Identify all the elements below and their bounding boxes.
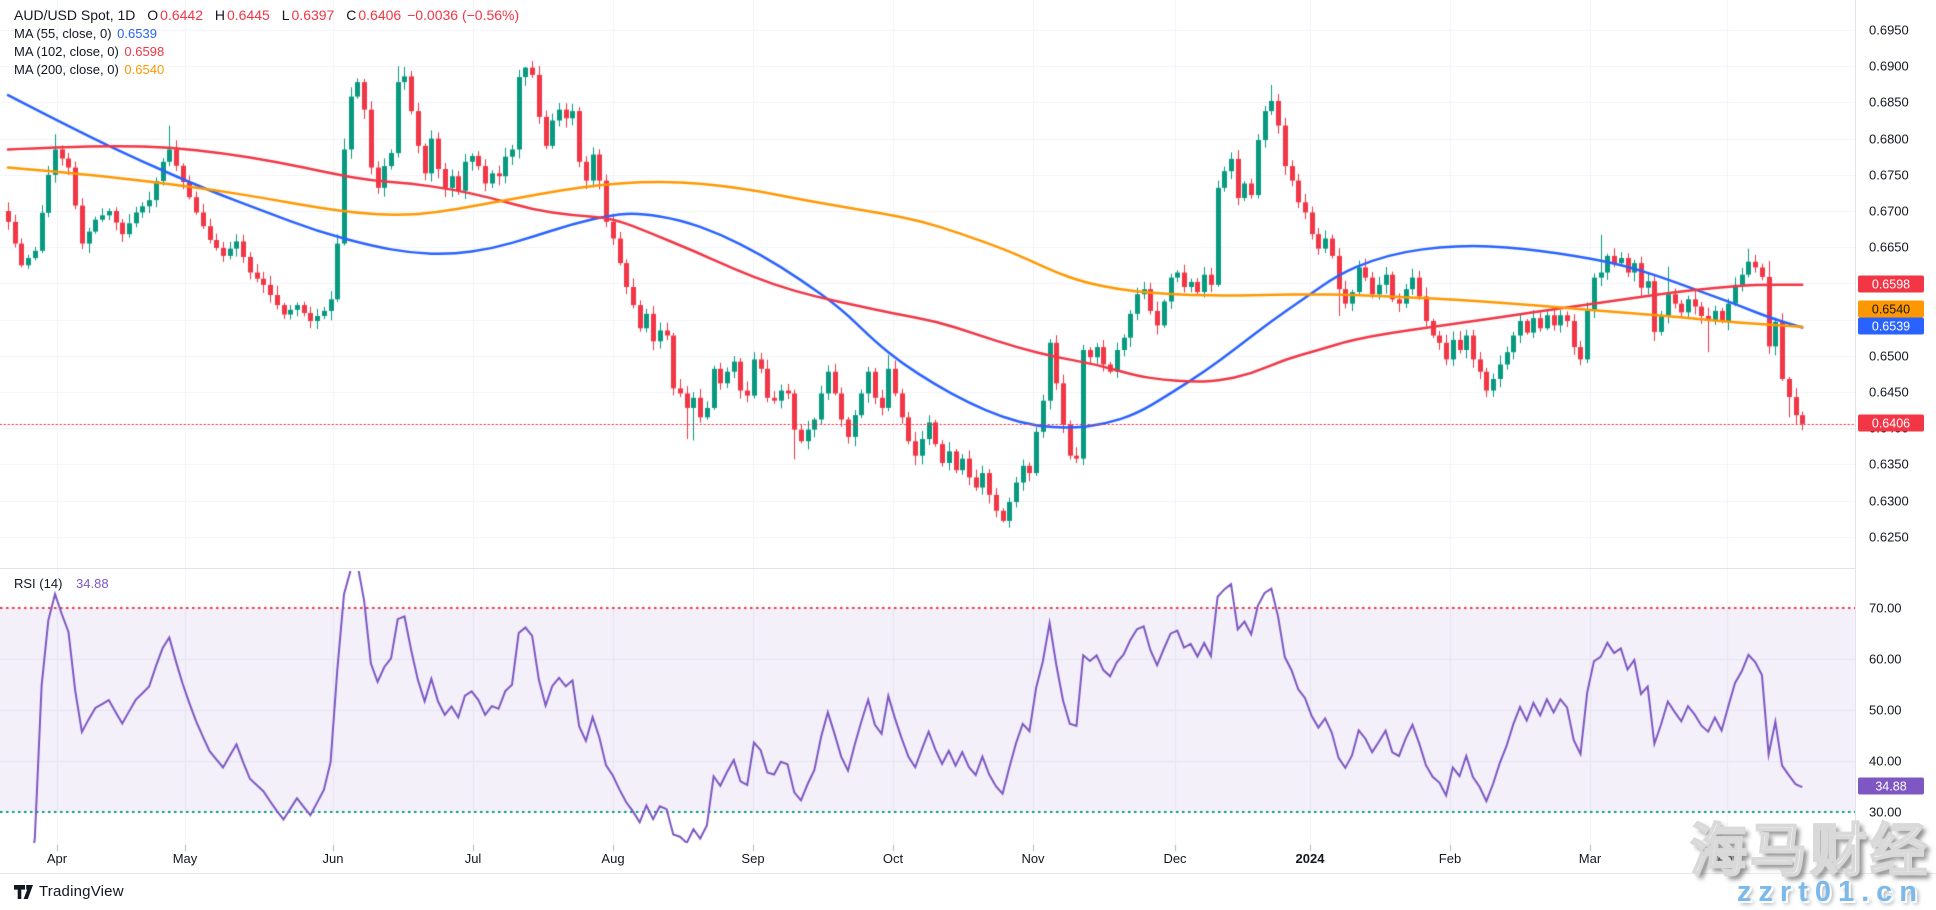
time-axis-month-label: Oct — [882, 851, 904, 866]
legend-row-ma102[interactable]: MA (102, close, 0) 0.6598 — [14, 44, 519, 60]
rsi-legend[interactable]: RSI (14) 34.88 — [14, 576, 109, 591]
change-value: −0.0036 (−0.56%) — [407, 7, 520, 23]
time-axis-month-label: Dec — [1163, 851, 1187, 866]
time-axis-month-label: Aug — [601, 851, 625, 866]
open-key: O — [147, 7, 159, 23]
pane-separator[interactable] — [0, 568, 1936, 569]
axis-value-label: 0.6540 — [1858, 300, 1924, 318]
price-tick-label: 0.6850 — [1869, 94, 1909, 110]
rsi-tick-label: 60.00 — [1869, 651, 1902, 667]
chart-plot-canvas[interactable] — [0, 0, 1855, 873]
tradingview-attribution-link[interactable]: TradingView — [14, 883, 124, 900]
legend-row-symbol[interactable]: AUD/USD Spot, 1D O 0.6442 H 0.6445 L 0.6397… — [14, 6, 519, 24]
price-tick-label: 0.6800 — [1869, 131, 1909, 147]
ma200-label: MA (200, close, 0) — [14, 62, 119, 77]
time-axis-month-label: Jul — [464, 851, 482, 866]
ma200-value: 0.6540 — [124, 62, 165, 77]
rsi-label: RSI (14) — [14, 576, 63, 591]
price-tick-label: 0.6900 — [1869, 58, 1909, 74]
rsi-tick-label: 50.00 — [1869, 702, 1902, 718]
legend-row-ma55[interactable]: MA (55, close, 0) 0.6539 — [14, 26, 519, 42]
price-tick-label: 0.6750 — [1869, 167, 1909, 183]
time-axis-month-label: Apr — [46, 851, 68, 866]
time-axis-month-label: Feb — [1438, 851, 1462, 866]
tradingview-logo-icon — [14, 884, 33, 899]
ma102-label: MA (102, close, 0) — [14, 44, 119, 59]
rsi-tick-label: 70.00 — [1869, 600, 1902, 616]
ma102-value: 0.6598 — [124, 44, 165, 59]
price-tick-label: 0.6250 — [1869, 529, 1909, 545]
open-value: 0.6442 — [160, 7, 203, 23]
time-axis-month-label: Jun — [322, 851, 344, 866]
price-tick-label: 0.6650 — [1869, 239, 1909, 255]
time-axis[interactable]: Apr May Jun Jul Aug Sep Oct Nov Dec 2024 Feb Mar Apr — [0, 845, 1855, 873]
tradingview-attribution-text: TradingView — [39, 883, 124, 900]
rsi-value: 34.88 — [76, 576, 109, 591]
price-tick-label: 0.6700 — [1869, 203, 1909, 219]
axis-value-label: 0.6539 — [1858, 317, 1924, 335]
price-axis[interactable]: 0.6950 0.6900 0.6850 0.6800 0.6750 0.6700 0.66… — [1855, 0, 1936, 873]
low-key: L — [281, 7, 290, 23]
axis-value-label: 0.6406 — [1858, 414, 1924, 432]
bottom-bar: TradingView — [0, 873, 1936, 910]
price-tick-label: 0.6950 — [1869, 22, 1909, 38]
close-value: 0.6406 — [358, 7, 402, 23]
symbol-title: AUD/USD Spot, 1D — [14, 7, 136, 23]
legend-row-ma200[interactable]: MA (200, close, 0) 0.6540 — [14, 62, 519, 78]
time-axis-month-label: May — [172, 851, 198, 866]
rsi-tick-label: 40.00 — [1869, 753, 1902, 769]
time-axis-month-label: Sep — [741, 851, 765, 866]
low-value: 0.6397 — [291, 7, 335, 23]
high-key: H — [214, 7, 225, 23]
axis-value-label: 34.88 — [1858, 777, 1924, 795]
price-tick-label: 0.6450 — [1869, 384, 1909, 400]
rsi-tick-label: 30.00 — [1869, 804, 1902, 820]
ma55-label: MA (55, close, 0) — [14, 26, 112, 41]
symbol-legend: AUD/USD Spot, 1D O 0.6442 H 0.6445 L 0.6397… — [14, 6, 519, 80]
close-key: C — [346, 7, 357, 23]
high-value: 0.6445 — [227, 7, 270, 23]
price-tick-label: 0.6500 — [1869, 348, 1909, 364]
axis-value-label: 0.6598 — [1858, 275, 1924, 293]
time-axis-month-label: Apr — [1716, 851, 1738, 866]
time-axis-month-label: Nov — [1021, 851, 1045, 866]
ma55-value: 0.6539 — [117, 26, 157, 41]
time-axis-month-label: Mar — [1578, 851, 1602, 866]
price-tick-label: 0.6350 — [1869, 456, 1909, 472]
time-axis-month-label: 2024 — [1295, 851, 1325, 866]
price-tick-label: 0.6300 — [1869, 493, 1909, 509]
